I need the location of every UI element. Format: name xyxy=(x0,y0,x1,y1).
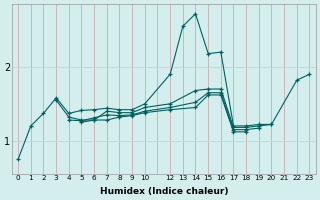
X-axis label: Humidex (Indice chaleur): Humidex (Indice chaleur) xyxy=(100,187,228,196)
